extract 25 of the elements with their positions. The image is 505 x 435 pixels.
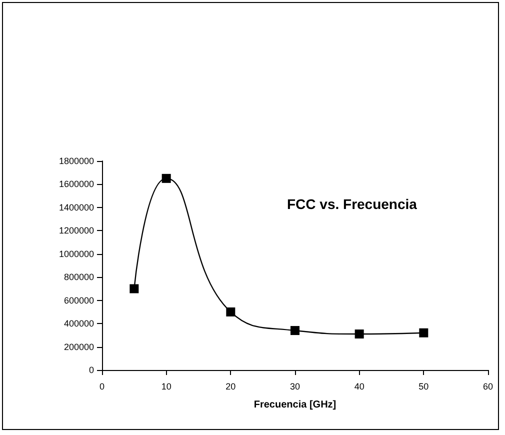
point [130,284,139,294]
x-tick-label: 10 [161,382,172,392]
y-tick-label: 1400000 [58,202,94,212]
x-axis-title: Frecuencia [GHz] [254,400,336,410]
y-tick-label: 1600000 [58,179,94,190]
y-tick-label: 1000000 [58,248,94,259]
y-tick-label: 0 [88,365,94,375]
x-tick-label: 30 [290,382,300,392]
x-tick-label: 40 [354,382,364,392]
y-tick-label: 200000 [64,342,94,352]
y-tick-label: 1800000 [58,156,94,166]
x-tick-label: 50 [418,382,429,392]
y-tick-label: 400000 [64,318,94,329]
x-tick-label: 20 [226,382,236,392]
y-tick-label: 1200000 [58,226,94,236]
y-tick-label: 800000 [64,272,94,282]
x-tick-label: 0 [99,382,105,392]
point [290,326,300,336]
x-tick-label: 60 [482,382,494,392]
point [226,307,236,316]
point [419,328,428,338]
point [354,330,364,339]
point [162,174,171,183]
y-tick-label: 600000 [64,295,94,306]
text: FCC vs. Frecuencia [287,196,418,212]
